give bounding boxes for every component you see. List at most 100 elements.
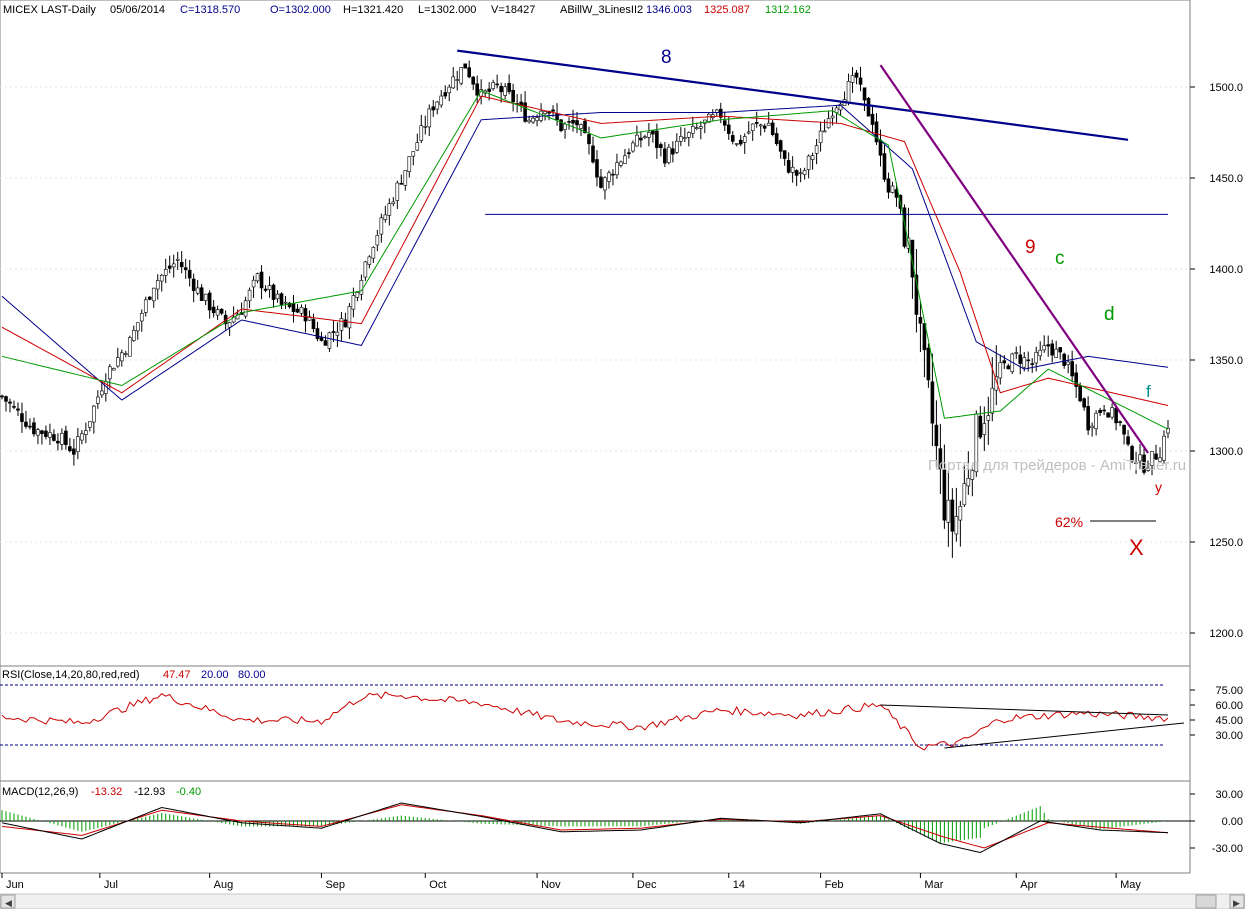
candle-body <box>1062 353 1066 366</box>
candle-body <box>339 318 344 331</box>
candle-body <box>475 83 479 96</box>
candle-body <box>938 448 943 470</box>
candle-body <box>1114 407 1118 424</box>
price-axis-label: 1200.0 <box>1209 628 1243 640</box>
candle-body <box>112 368 116 371</box>
candle-body <box>754 122 759 124</box>
candle-body <box>131 329 136 341</box>
candle-body <box>1090 425 1094 428</box>
candle-body <box>659 144 663 148</box>
candle-body <box>36 429 40 436</box>
candle-body <box>183 267 188 271</box>
candle-body <box>24 421 28 427</box>
fib-label: 62% <box>1055 514 1083 530</box>
moving-averages <box>1 89 1169 430</box>
macd-value: -13.32 <box>91 786 122 798</box>
candle-body <box>403 170 408 186</box>
candle-body <box>431 106 436 111</box>
candle-body <box>167 265 172 269</box>
wave-label-f: f <box>1146 382 1151 401</box>
candle-body <box>407 156 412 173</box>
ma-mid-line <box>1 95 1169 406</box>
candle-body <box>1122 424 1126 435</box>
candle-body <box>1050 343 1054 356</box>
candle-body <box>255 273 260 282</box>
rsi-axis-label: 60.00 <box>1215 700 1243 712</box>
candle-body <box>523 102 527 122</box>
candle-body <box>355 292 360 298</box>
candle-body <box>750 123 755 131</box>
candle-body <box>874 121 879 143</box>
candle-body <box>48 432 52 438</box>
candle-body <box>1046 344 1051 347</box>
candle-body <box>886 178 891 193</box>
x-axis-label: Nov <box>541 879 561 891</box>
candle-body <box>1130 446 1134 462</box>
candle-body <box>291 303 296 313</box>
wave-label-y: y <box>1155 479 1162 495</box>
candle-body <box>451 76 456 89</box>
candle-body <box>551 109 555 112</box>
candle-body <box>299 307 304 314</box>
candle-body <box>335 331 340 336</box>
candle-body <box>12 406 16 408</box>
grid <box>0 86 1190 822</box>
candle-body <box>207 292 212 311</box>
candle-body <box>227 322 232 328</box>
candle-body <box>870 113 875 125</box>
candle-body <box>778 140 783 152</box>
candle-body <box>80 433 84 441</box>
trendline-9 <box>879 64 1149 454</box>
candle-body <box>527 119 531 123</box>
candle-body <box>60 433 64 445</box>
candle-body <box>383 214 388 220</box>
candle-body <box>738 139 743 145</box>
candle-body <box>1002 360 1007 364</box>
macd-signal: -12.93 <box>134 786 165 798</box>
candle-body <box>946 499 951 523</box>
candle-body <box>503 86 507 96</box>
candle-body <box>343 319 348 328</box>
horizontal-scrollbar[interactable] <box>0 893 1245 909</box>
candle-body <box>730 135 735 142</box>
candle-body <box>447 86 452 94</box>
header-line2: 1325.087 <box>704 4 750 16</box>
candle-body <box>363 261 368 278</box>
candle-body <box>1038 349 1043 357</box>
candle-body <box>307 316 312 321</box>
candle-body <box>922 323 927 351</box>
candle-body <box>179 262 184 268</box>
candle-body <box>1054 348 1058 358</box>
macd-axis-label: 0.00 <box>1222 816 1243 828</box>
candle-body <box>259 271 264 289</box>
candle-body <box>734 143 739 145</box>
rsi-panel <box>0 665 1191 782</box>
candle-body <box>770 122 775 135</box>
candle-body <box>251 279 256 288</box>
candle-body <box>990 387 995 414</box>
scroll-right-button[interactable] <box>1229 894 1245 909</box>
candle-body <box>495 83 499 86</box>
candle-body <box>1014 352 1019 354</box>
scroll-thumb[interactable] <box>1195 894 1217 909</box>
ma-slow-line <box>1 104 1169 401</box>
candle-body <box>347 306 352 329</box>
candle-body <box>603 177 607 191</box>
candle-body <box>435 101 440 110</box>
candle-body <box>1018 354 1023 364</box>
scroll-left-button[interactable] <box>0 894 16 909</box>
candle-body <box>1030 363 1035 365</box>
candle-body <box>1138 454 1142 462</box>
candle-body <box>387 203 392 216</box>
header-low: L=1302.000 <box>418 4 476 16</box>
candle-body <box>487 88 491 92</box>
candle-body <box>1106 412 1110 418</box>
candle-body <box>419 125 424 141</box>
trendline-8 <box>457 49 1129 141</box>
candle-body <box>263 288 268 291</box>
candle-body <box>802 170 807 175</box>
candle-body <box>575 120 579 126</box>
rsi-value: 47.47 <box>163 669 191 681</box>
x-axis-label: Aug <box>214 879 234 891</box>
candle-body <box>375 235 380 246</box>
